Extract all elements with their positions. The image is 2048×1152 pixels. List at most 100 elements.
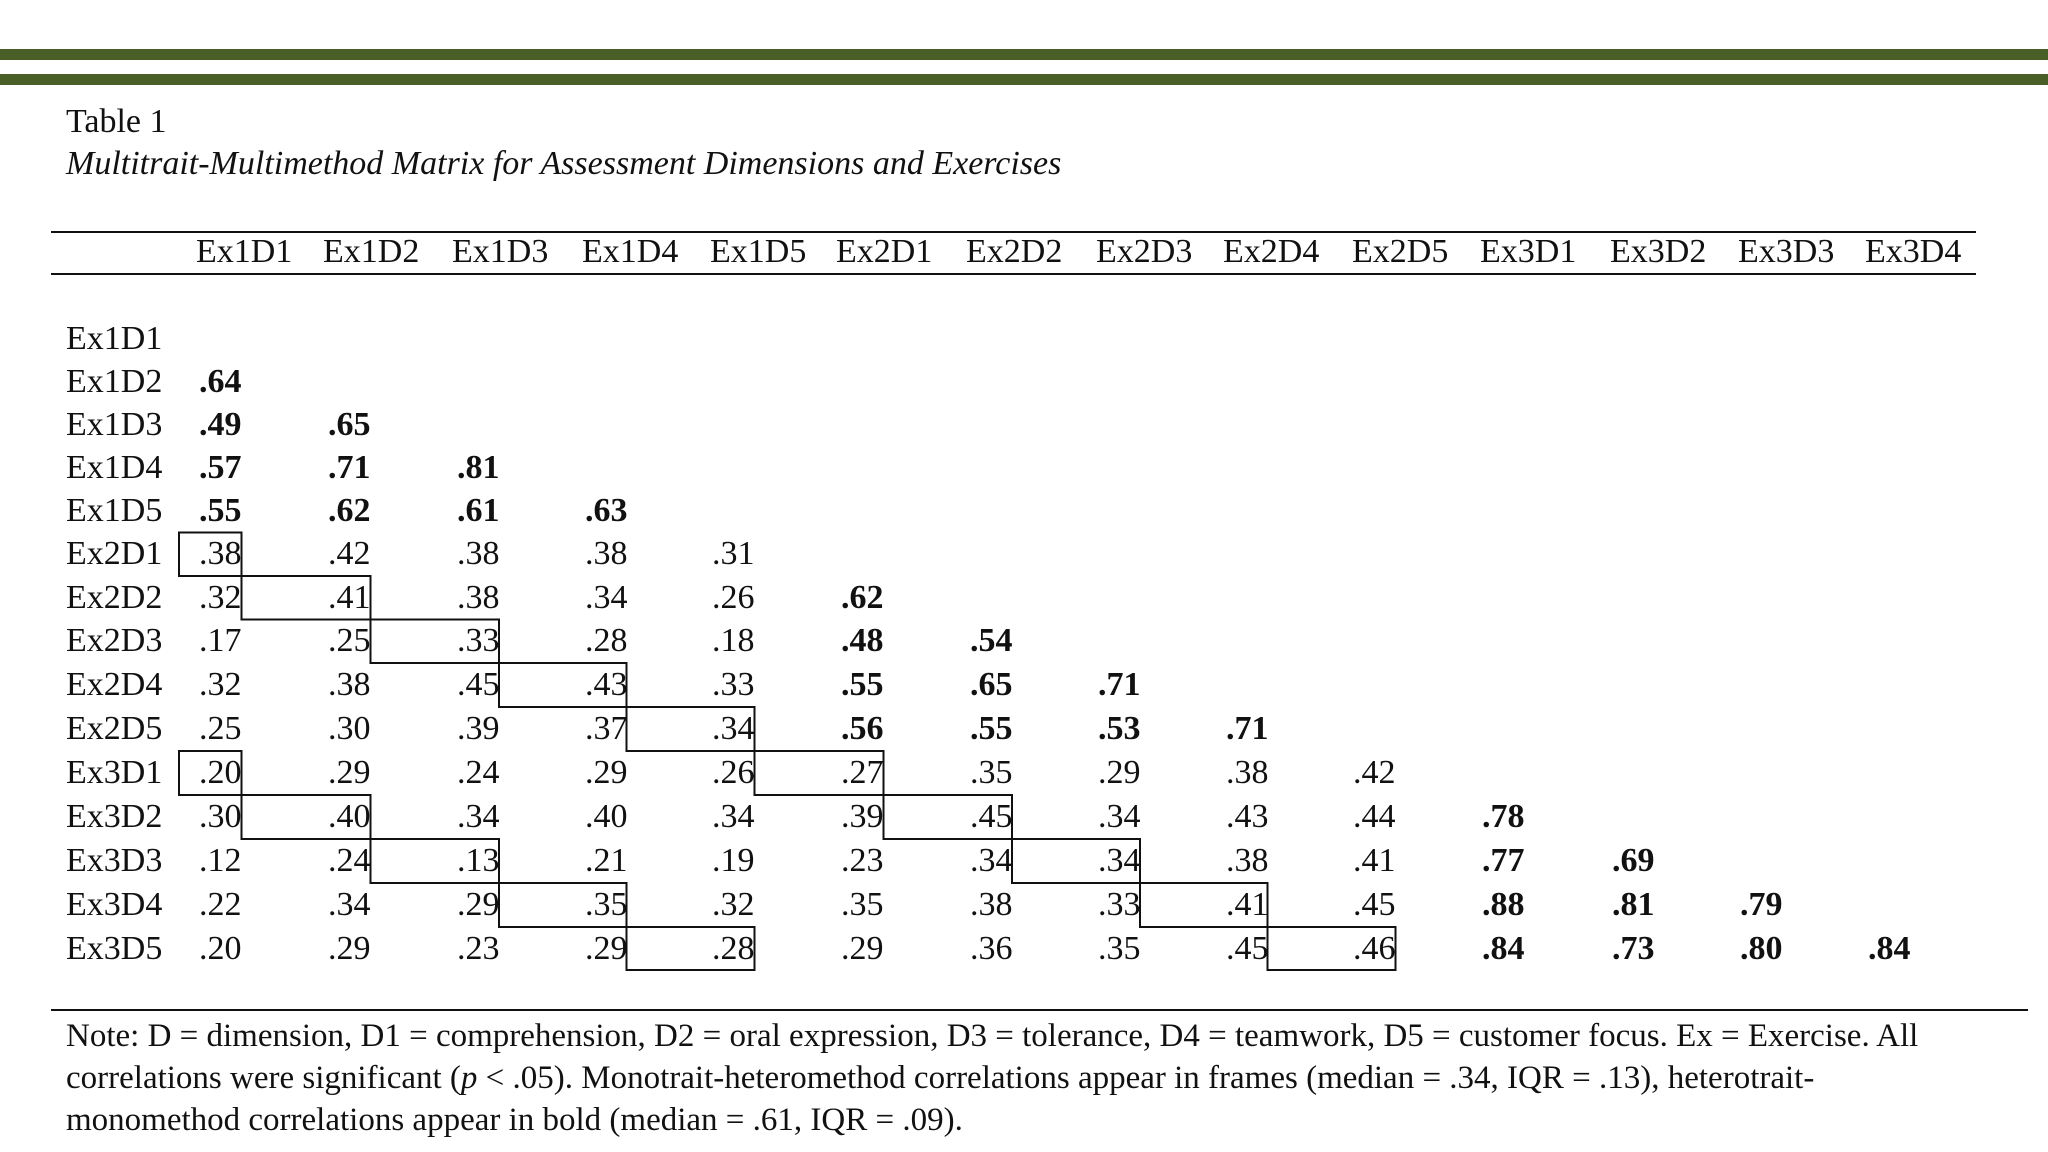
column-header: Ex3D2: [1610, 233, 1707, 270]
row-label: Ex2D1: [66, 535, 163, 572]
table-cell: .41: [1226, 886, 1269, 923]
table-cell: .32: [712, 886, 755, 923]
table-cell: .20: [199, 930, 242, 967]
table-cell: .61: [457, 492, 500, 529]
column-header: Ex3D3: [1738, 233, 1835, 270]
table-cell: .84: [1482, 930, 1525, 967]
table-cell: .24: [328, 842, 371, 879]
column-header: Ex2D3: [1096, 233, 1193, 270]
table-cell: .38: [1226, 754, 1269, 791]
table-cell: .71: [328, 449, 371, 486]
table-cell: .32: [199, 579, 242, 616]
table-cell: .65: [970, 666, 1013, 703]
table-cell: .29: [585, 754, 628, 791]
table-cell: .43: [585, 666, 628, 703]
table-cell: .26: [712, 754, 755, 791]
table-cell: .57: [199, 449, 242, 486]
table-cell: .62: [328, 492, 371, 529]
table-label: Table 1: [66, 103, 167, 140]
row-label: Ex1D5: [66, 492, 163, 529]
table-cell: .38: [585, 535, 628, 572]
table-cell: .33: [712, 666, 755, 703]
column-header: Ex2D4: [1223, 233, 1320, 270]
table-cell: .38: [970, 886, 1013, 923]
column-header: Ex1D4: [582, 233, 679, 270]
table-cell: .29: [841, 930, 884, 967]
note-top-rule: [51, 1009, 2028, 1011]
header-bottom-rule: [51, 273, 1976, 275]
table-cell: .34: [585, 579, 628, 616]
table-cell: .40: [585, 798, 628, 835]
column-header: Ex1D2: [323, 233, 420, 270]
table-cell: .34: [1098, 842, 1141, 879]
table-cell: .26: [712, 579, 755, 616]
header-stripe-top: [0, 49, 2048, 60]
row-label: Ex3D2: [66, 798, 163, 835]
table-cell: .29: [457, 886, 500, 923]
table-cell: .42: [328, 535, 371, 572]
header-stripe-bottom: [0, 74, 2048, 85]
table-cell: .45: [1226, 930, 1269, 967]
table-cell: .22: [199, 886, 242, 923]
table-cell: .29: [585, 930, 628, 967]
table-cell: .69: [1612, 842, 1655, 879]
table-cell: .33: [457, 622, 500, 659]
table-cell: .35: [841, 886, 884, 923]
table-cell: .30: [328, 710, 371, 747]
row-label: Ex1D1: [66, 320, 163, 357]
row-label: Ex2D5: [66, 710, 163, 747]
table-cell: .34: [1098, 798, 1141, 835]
table-title: Multitrait-Multimethod Matrix for Assess…: [66, 145, 1062, 182]
table-cell: .29: [1098, 754, 1141, 791]
column-header: Ex2D5: [1352, 233, 1449, 270]
row-label: Ex3D1: [66, 754, 163, 791]
column-header: Ex1D3: [452, 233, 549, 270]
table-cell: .63: [585, 492, 628, 529]
table-cell: .81: [1612, 886, 1655, 923]
table-cell: .21: [585, 842, 628, 879]
row-label: Ex1D4: [66, 449, 163, 486]
table-cell: .30: [199, 798, 242, 835]
table-cell: .13: [457, 842, 500, 879]
table-cell: .45: [457, 666, 500, 703]
table-cell: .62: [841, 579, 884, 616]
table-cell: .34: [712, 710, 755, 747]
table-cell: .23: [841, 842, 884, 879]
table-cell: .71: [1226, 710, 1269, 747]
column-header: Ex2D1: [836, 233, 933, 270]
table-cell: .42: [1353, 754, 1396, 791]
table-cell: .29: [328, 754, 371, 791]
table-cell: .34: [457, 798, 500, 835]
table-cell: .46: [1353, 930, 1396, 967]
row-label: Ex1D3: [66, 406, 163, 443]
table-cell: .39: [457, 710, 500, 747]
table-cell: .54: [970, 622, 1013, 659]
table-cell: .27: [841, 754, 884, 791]
table-cell: .25: [199, 710, 242, 747]
table-cell: .84: [1868, 930, 1911, 967]
table-cell: .34: [970, 842, 1013, 879]
table-cell: .35: [585, 886, 628, 923]
table-cell: .41: [328, 579, 371, 616]
table-cell: .23: [457, 930, 500, 967]
row-label: Ex1D2: [66, 363, 163, 400]
table-cell: .53: [1098, 710, 1141, 747]
table-cell: .44: [1353, 798, 1396, 835]
table-cell: .37: [585, 710, 628, 747]
column-header: Ex2D2: [966, 233, 1063, 270]
table-cell: .32: [199, 666, 242, 703]
table-cell: .33: [1098, 886, 1141, 923]
table-cell: .28: [712, 930, 755, 967]
table-cell: .34: [712, 798, 755, 835]
table-cell: .20: [199, 754, 242, 791]
table-cell: .43: [1226, 798, 1269, 835]
table-cell: .38: [457, 535, 500, 572]
table-cell: .18: [712, 622, 755, 659]
column-header: Ex1D1: [196, 233, 293, 270]
table-cell: .38: [328, 666, 371, 703]
table-note-line: correlations were significant (p < .05).…: [66, 1060, 1815, 1096]
column-header: Ex3D1: [1480, 233, 1577, 270]
row-label: Ex2D4: [66, 666, 163, 703]
table-cell: .36: [970, 930, 1013, 967]
table-cell: .55: [199, 492, 242, 529]
